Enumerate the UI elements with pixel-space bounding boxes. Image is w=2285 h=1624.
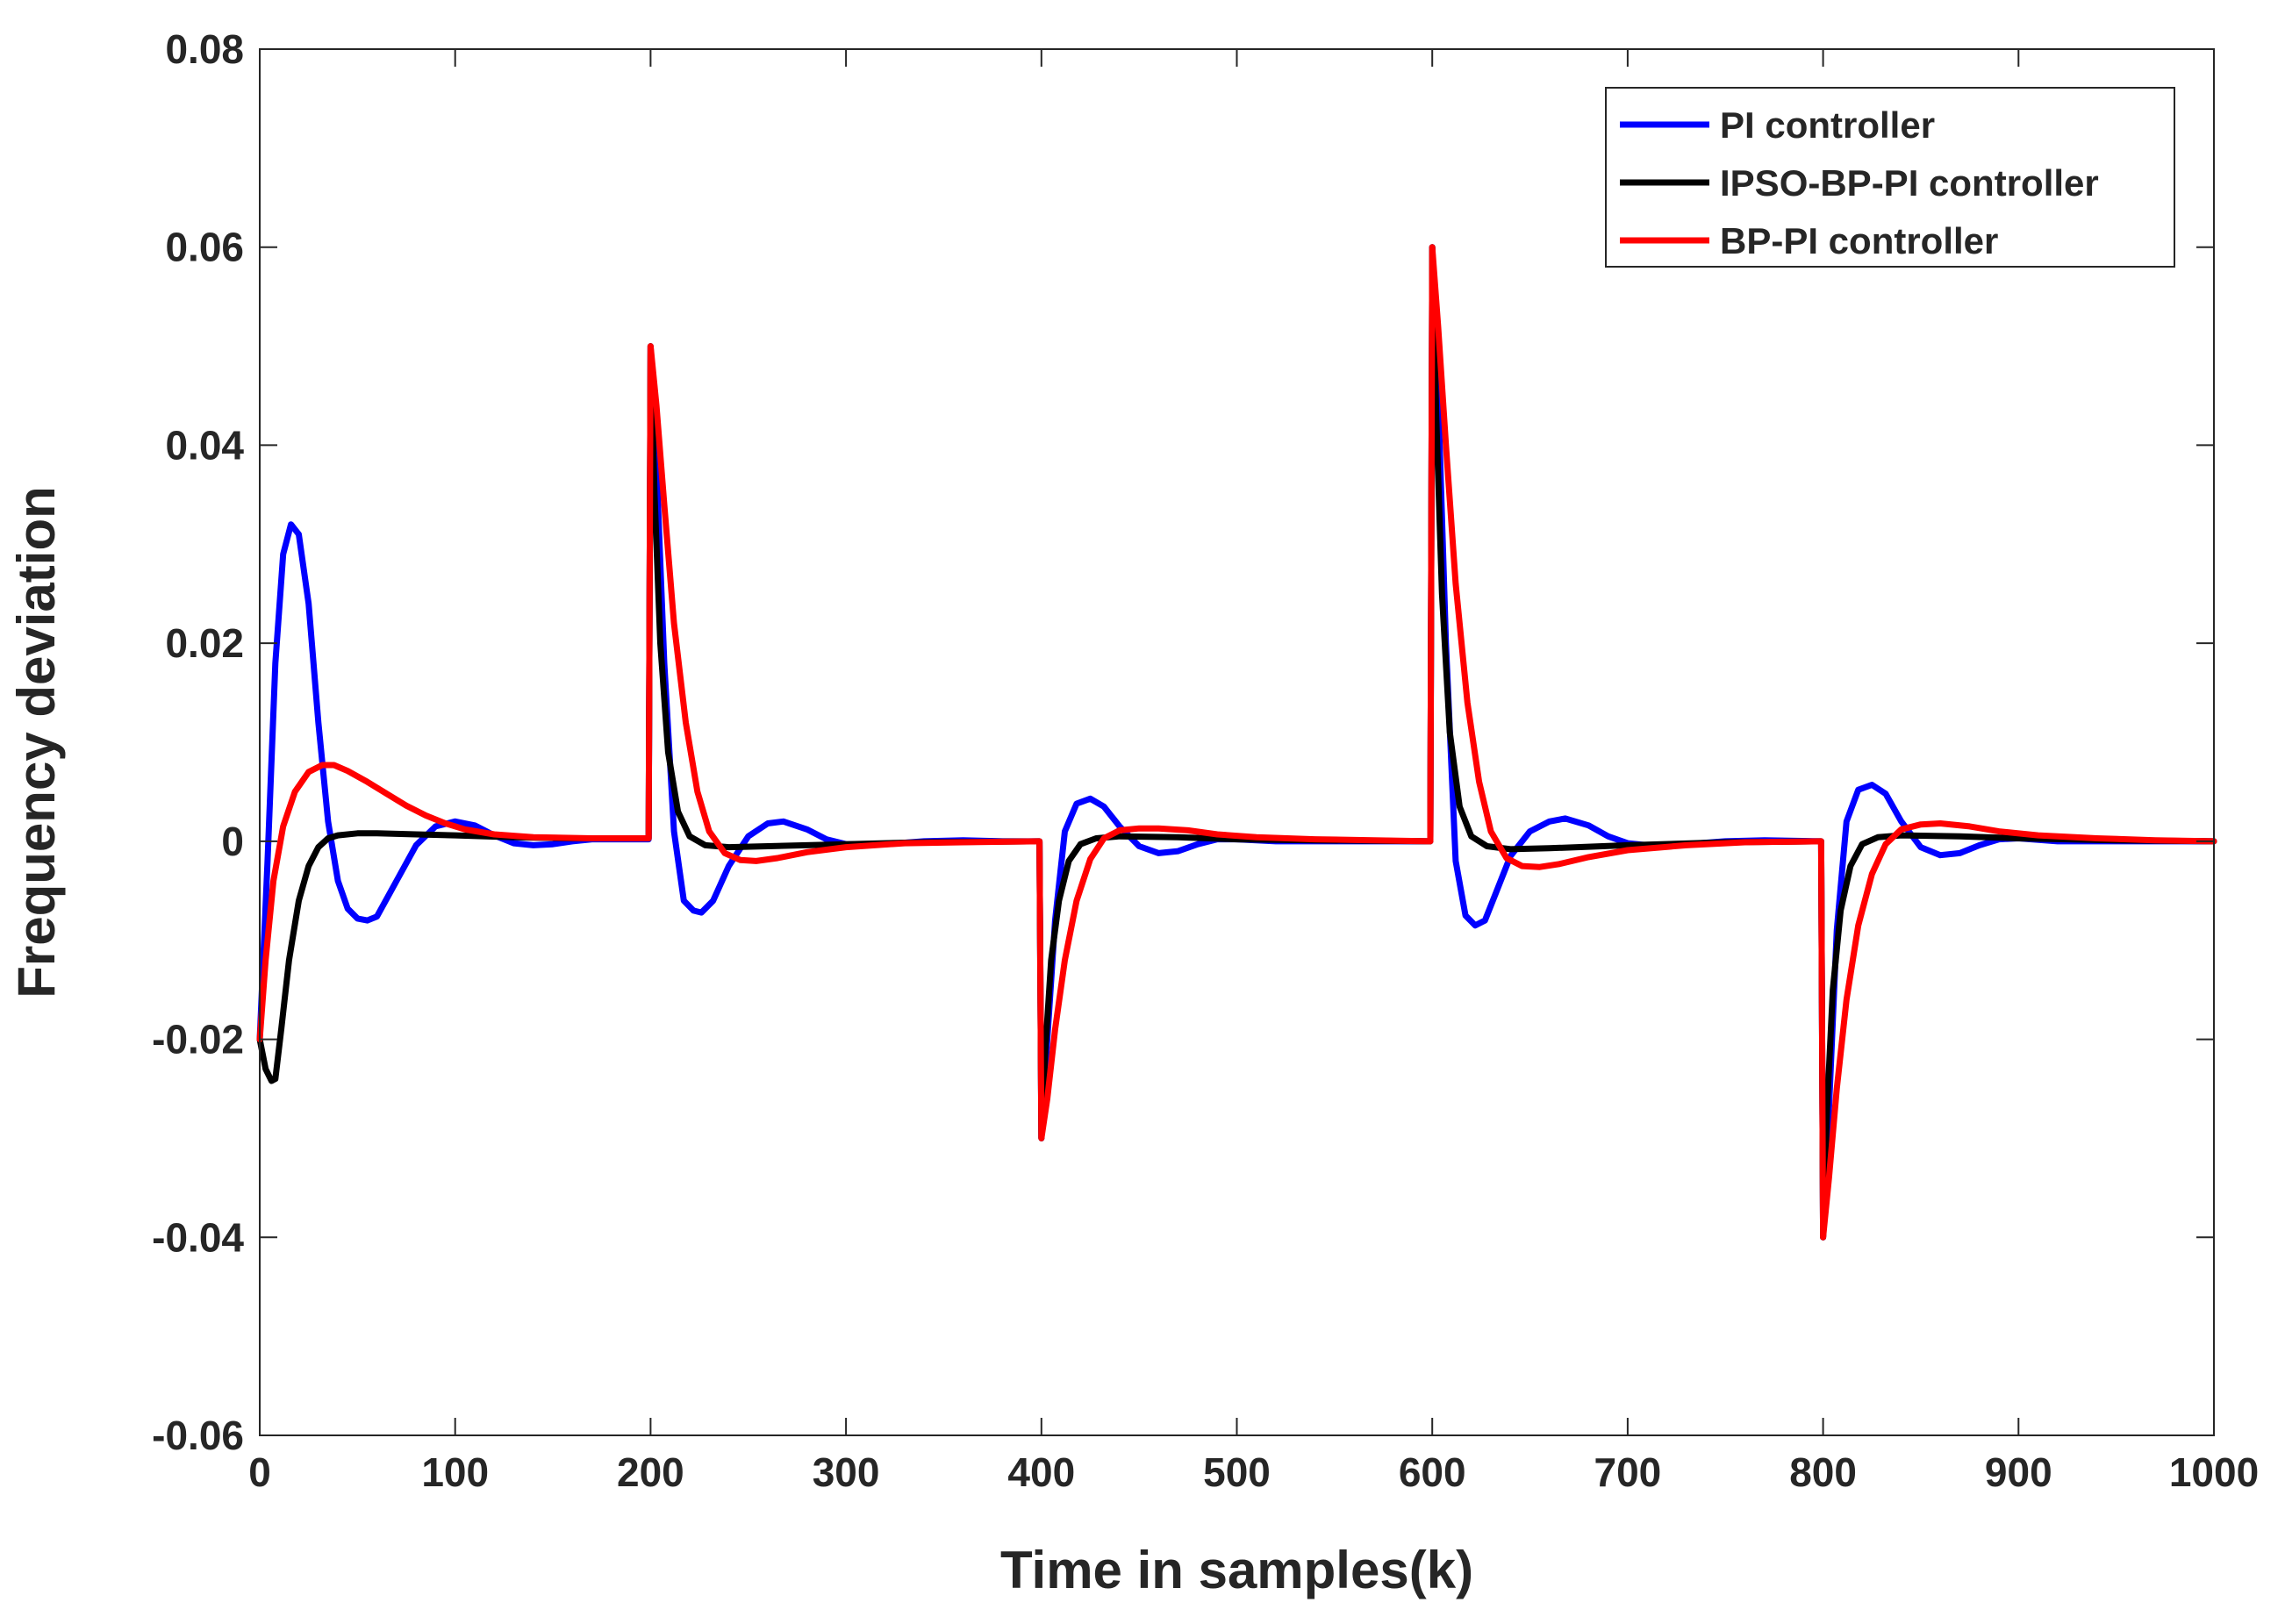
x-tick-label: 200: [617, 1449, 684, 1495]
legend-label: BP-PI controller: [1720, 220, 1998, 261]
legend-label: PI controller: [1720, 104, 1935, 146]
x-tick-label: 700: [1594, 1449, 1662, 1495]
y-tick-label: 0.04: [165, 422, 244, 468]
y-tick-label: 0.08: [165, 26, 244, 72]
legend-label: IPSO-BP-PI controller: [1720, 162, 2099, 204]
x-tick-label: 900: [1985, 1449, 2052, 1495]
legend: PI controller IPSO-BP-PI controller BP-PI …: [1605, 87, 2175, 268]
x-tick-label: 500: [1203, 1449, 1271, 1495]
x-tick-label: 600: [1399, 1449, 1466, 1495]
y-tick-label: -0.06: [152, 1413, 244, 1458]
y-tick-label: -0.02: [152, 1017, 244, 1062]
x-axis-title: Time in samples(k): [1000, 1541, 1473, 1599]
bp-pi-controller-line: [256, 244, 2217, 1241]
y-tick-label: 0.02: [165, 620, 244, 666]
x-tick-label: 100: [421, 1449, 489, 1495]
x-tick-label: 1000: [2169, 1449, 2259, 1495]
y-tick-label: 0: [221, 819, 244, 864]
tick-layer: 0 100 200 300 400 500 600 700 800 900 1000 -0.06 -0.…: [152, 26, 2259, 1495]
y-tick-label: -0.04: [152, 1214, 244, 1260]
x-tick-label: 0: [248, 1449, 271, 1495]
legend-box: [1605, 87, 2175, 268]
x-tick-label: 400: [1007, 1449, 1075, 1495]
y-axis-title: Frequency deviation: [7, 486, 66, 998]
series-layer: [256, 244, 2217, 1241]
x-tick-label: 800: [1789, 1449, 1857, 1495]
y-tick-label: 0.06: [165, 225, 244, 270]
x-tick-label: 300: [813, 1449, 880, 1495]
